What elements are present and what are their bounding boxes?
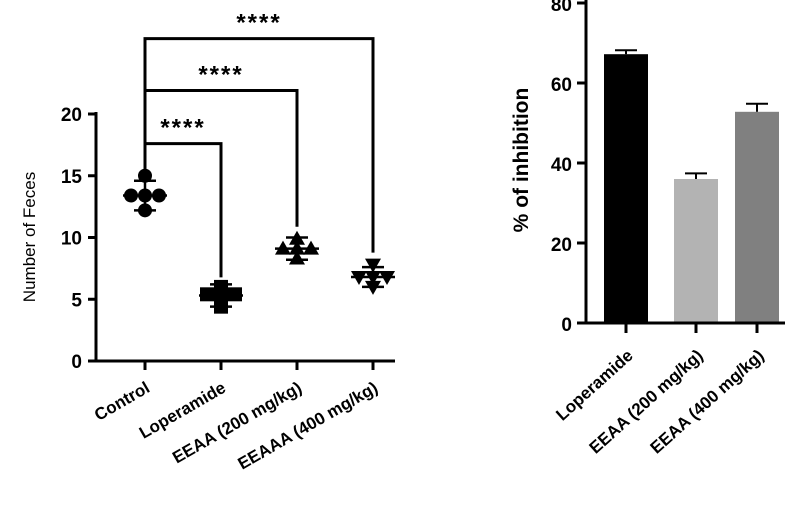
left-y-axis-title: Number of Feces xyxy=(20,172,39,302)
right-category-label: EEAA (400 mg/kg) xyxy=(647,346,768,458)
significance-bracket xyxy=(143,37,375,253)
significance-label: **** xyxy=(160,115,205,142)
significance-label: **** xyxy=(236,10,281,37)
left-dot-plot: Number of Feces 05101520ControlLoperamid… xyxy=(20,10,395,474)
bar xyxy=(674,179,718,323)
right-y-tick-label: 80 xyxy=(551,0,572,16)
right-y-tick-label: 60 xyxy=(551,75,572,96)
right-y-tick-label: 20 xyxy=(551,235,572,256)
right-y-tick-label: 40 xyxy=(551,155,572,176)
left-y-tick-label: 10 xyxy=(61,229,82,250)
right-category-label: EEAA (200 mg/kg) xyxy=(586,346,707,458)
right-y-axis-title: % of inhibition xyxy=(510,88,533,233)
right-y-tick-label: 0 xyxy=(561,315,572,336)
data-point-circle xyxy=(138,168,152,183)
left-category-label: EEAAA (400 mg/kg) xyxy=(235,378,381,473)
right-bar-chart: % of inhibition 020406080LoperamideEEAA … xyxy=(510,0,785,458)
left-category-label: EEAA (200 mg/kg) xyxy=(169,378,305,467)
left-y-tick-label: 5 xyxy=(71,290,82,311)
bar xyxy=(735,111,779,323)
bar xyxy=(604,54,648,323)
left-y-tick-label: 15 xyxy=(61,167,83,188)
left-category-label: Control xyxy=(91,378,153,425)
data-point-triangle-down xyxy=(365,258,381,273)
significance-label: **** xyxy=(198,62,243,89)
left-y-tick-label: 0 xyxy=(71,352,82,373)
left-y-tick-label: 20 xyxy=(61,105,82,126)
significance-bracket xyxy=(143,142,223,278)
